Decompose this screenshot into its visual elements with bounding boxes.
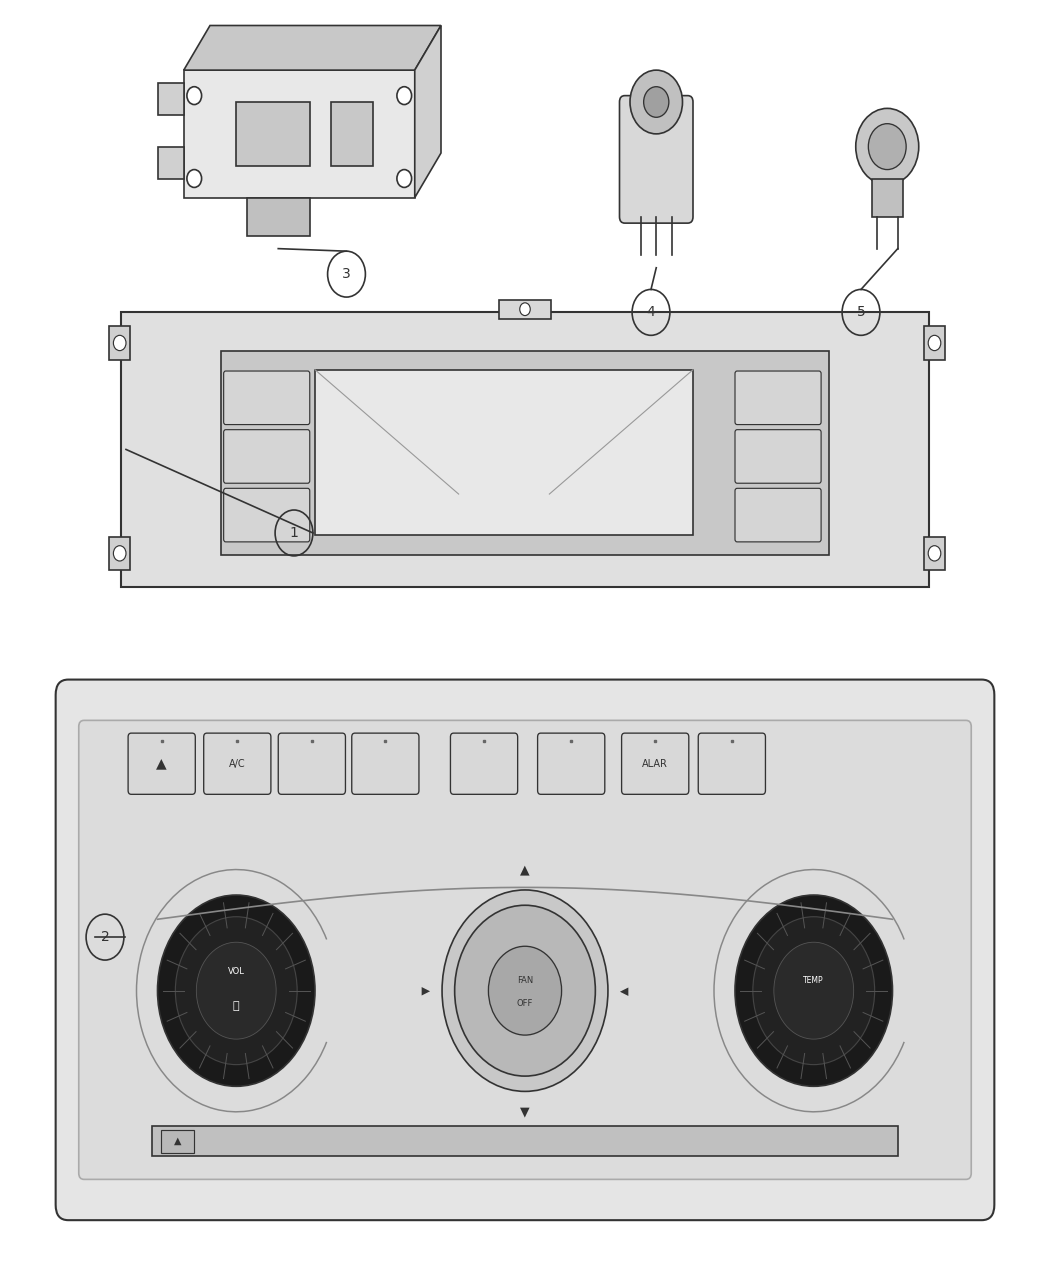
Circle shape bbox=[442, 890, 608, 1091]
Circle shape bbox=[187, 170, 202, 187]
Circle shape bbox=[113, 546, 126, 561]
Text: TEMP: TEMP bbox=[803, 975, 824, 986]
Text: ▲: ▲ bbox=[420, 987, 430, 994]
Circle shape bbox=[455, 905, 595, 1076]
FancyBboxPatch shape bbox=[735, 430, 821, 483]
FancyBboxPatch shape bbox=[224, 371, 310, 425]
Circle shape bbox=[175, 917, 297, 1065]
FancyBboxPatch shape bbox=[450, 733, 518, 794]
FancyBboxPatch shape bbox=[109, 537, 130, 570]
Text: 1: 1 bbox=[290, 527, 298, 539]
Circle shape bbox=[928, 546, 941, 561]
Circle shape bbox=[187, 87, 202, 105]
FancyBboxPatch shape bbox=[121, 312, 929, 586]
Text: ALAR: ALAR bbox=[643, 759, 668, 769]
Circle shape bbox=[735, 895, 892, 1086]
Circle shape bbox=[488, 946, 562, 1035]
FancyBboxPatch shape bbox=[499, 300, 551, 319]
FancyBboxPatch shape bbox=[538, 733, 605, 794]
FancyBboxPatch shape bbox=[236, 102, 310, 166]
Text: 4: 4 bbox=[647, 306, 655, 319]
Text: FAN: FAN bbox=[517, 975, 533, 986]
Polygon shape bbox=[184, 26, 441, 70]
FancyBboxPatch shape bbox=[79, 720, 971, 1179]
FancyBboxPatch shape bbox=[698, 733, 765, 794]
FancyBboxPatch shape bbox=[220, 351, 830, 555]
Circle shape bbox=[397, 87, 412, 105]
FancyBboxPatch shape bbox=[622, 733, 689, 794]
Text: ▲: ▲ bbox=[620, 987, 630, 994]
Circle shape bbox=[868, 124, 906, 170]
Text: A/C: A/C bbox=[229, 759, 246, 769]
FancyBboxPatch shape bbox=[315, 370, 693, 536]
Text: ▲: ▲ bbox=[520, 863, 530, 876]
Circle shape bbox=[774, 942, 854, 1039]
FancyBboxPatch shape bbox=[224, 488, 310, 542]
FancyBboxPatch shape bbox=[152, 1126, 898, 1156]
Text: 2: 2 bbox=[101, 931, 109, 944]
Circle shape bbox=[397, 170, 412, 187]
FancyBboxPatch shape bbox=[352, 733, 419, 794]
Text: VOL: VOL bbox=[228, 966, 245, 977]
FancyBboxPatch shape bbox=[224, 430, 310, 483]
Circle shape bbox=[158, 895, 315, 1086]
Text: OFF: OFF bbox=[517, 998, 533, 1009]
Circle shape bbox=[630, 70, 682, 134]
Circle shape bbox=[644, 87, 669, 117]
FancyBboxPatch shape bbox=[109, 326, 130, 360]
Text: 5: 5 bbox=[857, 306, 865, 319]
FancyBboxPatch shape bbox=[56, 680, 994, 1220]
FancyBboxPatch shape bbox=[872, 179, 903, 217]
FancyBboxPatch shape bbox=[620, 96, 693, 223]
FancyBboxPatch shape bbox=[204, 733, 271, 794]
Circle shape bbox=[928, 335, 941, 351]
FancyBboxPatch shape bbox=[158, 147, 184, 178]
Text: ▲: ▲ bbox=[156, 757, 167, 770]
FancyBboxPatch shape bbox=[158, 83, 184, 115]
FancyBboxPatch shape bbox=[924, 537, 945, 570]
FancyBboxPatch shape bbox=[128, 733, 195, 794]
FancyBboxPatch shape bbox=[278, 733, 345, 794]
Circle shape bbox=[753, 917, 875, 1065]
Circle shape bbox=[113, 335, 126, 351]
FancyBboxPatch shape bbox=[161, 1130, 194, 1153]
Circle shape bbox=[196, 942, 276, 1039]
FancyBboxPatch shape bbox=[184, 70, 415, 198]
FancyBboxPatch shape bbox=[247, 198, 310, 236]
FancyBboxPatch shape bbox=[331, 102, 373, 166]
Text: ▼: ▼ bbox=[520, 1105, 530, 1118]
Circle shape bbox=[520, 303, 530, 316]
FancyBboxPatch shape bbox=[924, 326, 945, 360]
FancyBboxPatch shape bbox=[735, 488, 821, 542]
Text: ⏻: ⏻ bbox=[233, 1001, 239, 1011]
Polygon shape bbox=[415, 26, 441, 198]
FancyBboxPatch shape bbox=[735, 371, 821, 425]
Circle shape bbox=[856, 108, 919, 185]
Text: 3: 3 bbox=[342, 268, 351, 280]
Text: ▲: ▲ bbox=[173, 1136, 182, 1146]
